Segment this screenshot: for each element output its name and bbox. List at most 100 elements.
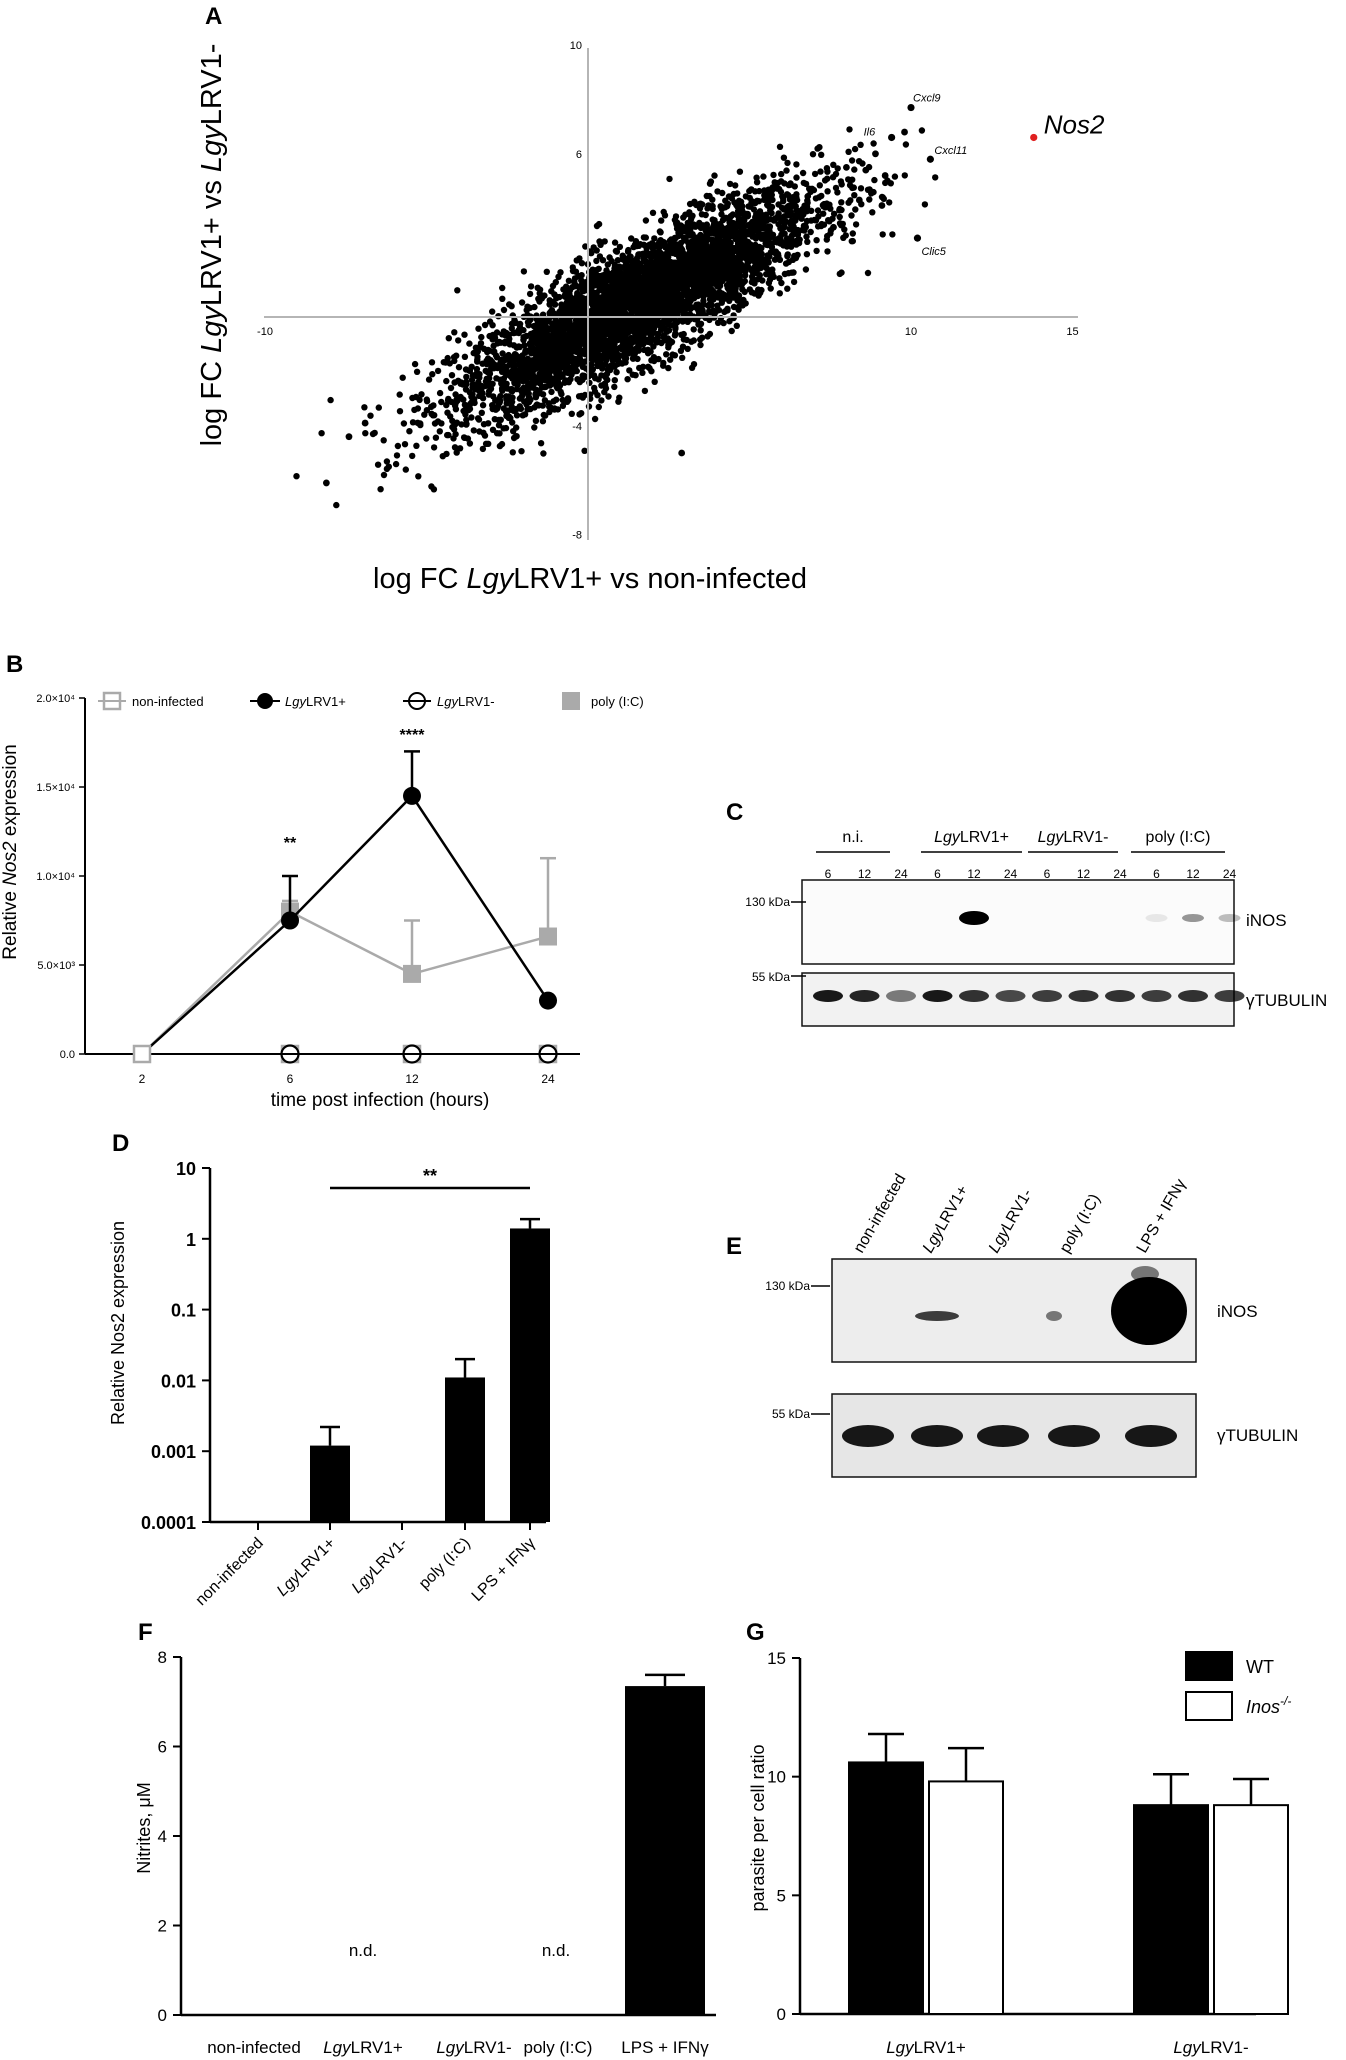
scatter-point — [707, 273, 715, 280]
scatter-point — [573, 257, 580, 264]
scatter-point — [621, 309, 628, 316]
scatter-point — [769, 266, 776, 273]
scatter-point — [445, 395, 452, 403]
scatter-point — [415, 473, 422, 480]
scatter-point — [733, 266, 740, 273]
scatter-point — [852, 221, 860, 228]
scatter-point — [661, 318, 668, 325]
scatter-point — [464, 435, 472, 442]
scatter-point — [361, 404, 368, 411]
scatter-point — [700, 272, 708, 280]
scatter-point — [598, 309, 605, 316]
scatter-point — [565, 277, 573, 284]
scatter-point — [697, 327, 704, 334]
scatter-point — [618, 334, 626, 341]
scatter-point — [574, 376, 581, 383]
scatter-point — [811, 170, 819, 178]
scatter-point — [589, 307, 596, 314]
scatter-point — [783, 167, 790, 174]
scatter-point — [646, 241, 653, 248]
scatter-point — [673, 262, 681, 269]
scatter-point — [730, 222, 737, 229]
legend-label: non-infected — [132, 694, 204, 709]
scatter-point — [706, 296, 714, 303]
scatter-point — [445, 335, 452, 342]
scatter-point — [753, 269, 760, 277]
scatter-point — [778, 204, 786, 212]
scatter-point — [492, 397, 500, 404]
scatter-point — [539, 418, 547, 425]
scatter-point — [543, 375, 551, 382]
scatter-point — [742, 193, 750, 200]
point-label-nos2: Nos2 — [1044, 109, 1105, 139]
scatter-point — [469, 391, 476, 398]
scatter-point — [477, 388, 485, 395]
scatter-point — [826, 201, 833, 208]
scatter-point — [663, 351, 670, 358]
scatter-point — [523, 377, 530, 385]
scatter-point — [763, 241, 770, 248]
scatter-point — [676, 242, 683, 249]
significance-label: ** — [423, 1166, 437, 1186]
scatter-point — [516, 325, 524, 332]
scatter-point — [479, 360, 486, 367]
scatter-point — [513, 344, 520, 351]
scatter-point — [767, 285, 774, 292]
y-tick-label: 0 — [158, 2006, 167, 2025]
scatter-point — [505, 413, 512, 420]
scatter-point — [518, 299, 526, 306]
scatter-point — [661, 299, 669, 306]
scatter-point — [445, 431, 452, 439]
scatter-point — [770, 273, 777, 280]
y-tick-label: 10 — [767, 1768, 786, 1787]
scatter-point — [546, 309, 553, 317]
scatter-point — [527, 283, 535, 290]
scatter-point — [711, 217, 718, 224]
scatter-point — [649, 296, 656, 303]
scatter-point — [463, 420, 470, 428]
scatter-point — [778, 170, 785, 178]
scatter-point — [755, 231, 763, 238]
scatter-point — [641, 284, 649, 292]
scatter-point — [438, 398, 445, 406]
scatter-point — [857, 141, 864, 148]
scatter-point — [681, 228, 688, 235]
scatter-point — [541, 342, 549, 349]
scatter-point — [608, 318, 615, 325]
scatter-point — [663, 280, 670, 288]
y-tick-label: 10 — [570, 40, 582, 52]
panel-f-bar-chart: 0 2 4 6 8 non-infected LgyLRV1+ LgyLRV1- poly (I… — [134, 1648, 716, 2057]
scatter-point — [845, 148, 852, 155]
scatter-point — [832, 184, 840, 192]
scatter-point — [466, 440, 474, 447]
timepoint-label: 12 — [967, 867, 981, 881]
scatter-point — [413, 442, 420, 449]
timepoint-label: 24 — [1004, 867, 1018, 881]
scatter-point — [627, 291, 635, 298]
scatter-point — [820, 203, 827, 210]
scatter-point — [575, 393, 583, 400]
scatter-point — [568, 322, 575, 329]
scatter-point — [453, 419, 461, 426]
blot-labels: 130 kDa 55 kDa iNOS γTUBULIN — [745, 895, 1327, 1010]
scatter-point — [548, 300, 556, 307]
bar — [625, 1686, 705, 2015]
scatter-point — [656, 228, 664, 235]
scatter-point — [531, 303, 538, 311]
scatter-point — [594, 392, 601, 399]
scatter-point — [613, 369, 620, 376]
scatter-point — [780, 154, 788, 161]
x-tick-label: -10 — [257, 326, 273, 338]
scatter-point — [622, 355, 630, 362]
scatter-point — [657, 277, 664, 284]
scatter-point — [513, 412, 521, 419]
scatter-point — [563, 367, 570, 374]
scatter-point — [541, 397, 549, 404]
scatter-point — [726, 217, 734, 225]
scatter-point — [595, 328, 602, 335]
y-tick-label: 0.0001 — [141, 1513, 196, 1533]
scatter-point — [428, 403, 435, 410]
scatter-point — [793, 241, 800, 248]
scatter-point — [559, 396, 566, 404]
y-tick-label: 8 — [158, 1648, 167, 1667]
